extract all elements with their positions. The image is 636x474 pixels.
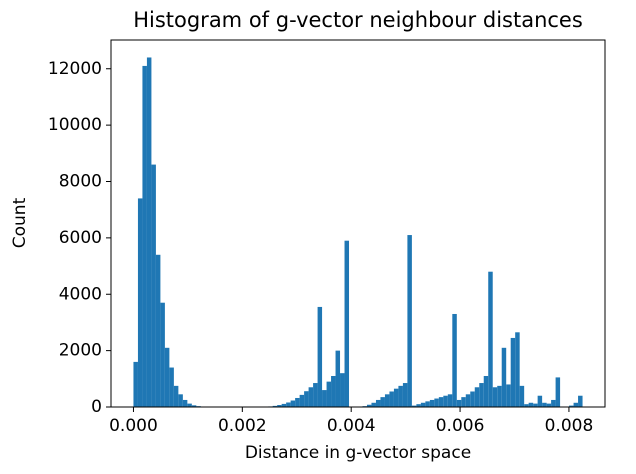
bar	[488, 271, 493, 407]
bar	[524, 404, 529, 407]
x-tick-label: 0.002	[218, 416, 267, 436]
x-tick-label: 0.004	[327, 416, 376, 436]
y-tick-label: 6000	[59, 228, 102, 248]
bar	[133, 361, 138, 407]
bar	[187, 403, 192, 407]
bar	[313, 383, 318, 407]
bar	[160, 302, 165, 407]
bar	[178, 394, 183, 407]
bar	[506, 384, 511, 407]
bar	[407, 235, 412, 407]
x-tick-label: 0.006	[436, 416, 485, 436]
x-tick-label: 0.000	[109, 416, 158, 436]
bar	[384, 394, 390, 407]
bar	[546, 403, 552, 407]
y-axis-label: Count	[10, 197, 30, 248]
bar	[340, 373, 345, 407]
bar	[420, 402, 426, 407]
bar	[317, 306, 323, 407]
bar	[299, 394, 305, 407]
bar	[555, 377, 561, 407]
bar	[393, 388, 399, 407]
bar	[286, 402, 291, 407]
bar	[542, 402, 547, 407]
bar	[389, 391, 394, 407]
bar	[169, 367, 174, 407]
y-tick-label: 8000	[59, 172, 102, 192]
bar	[308, 387, 314, 407]
bar	[277, 405, 282, 407]
bar	[434, 398, 439, 407]
bar	[497, 385, 502, 407]
bar	[573, 402, 579, 407]
bar	[537, 395, 543, 407]
bar	[398, 385, 403, 407]
bar	[452, 313, 457, 407]
bar	[304, 391, 309, 407]
chart-title: Histogram of g-vector neighbour distance…	[133, 8, 583, 32]
bar	[528, 402, 534, 407]
bar	[375, 399, 381, 407]
bar	[416, 404, 421, 407]
bar	[447, 394, 453, 407]
bar	[164, 347, 170, 407]
bar	[290, 400, 296, 407]
bar	[402, 383, 408, 407]
y-tick-label: 0	[91, 397, 102, 417]
bar	[322, 390, 327, 407]
y-tick-label: 12000	[48, 59, 102, 79]
bar	[429, 399, 435, 407]
bar	[465, 394, 471, 407]
bar	[344, 240, 350, 407]
bar	[155, 254, 161, 407]
bar	[483, 375, 489, 407]
bar	[173, 385, 179, 407]
bar	[492, 387, 498, 407]
bar	[191, 405, 197, 407]
x-tick-label: 0.008	[545, 416, 594, 436]
bar	[474, 387, 480, 407]
bar	[146, 57, 152, 407]
bar	[569, 405, 574, 407]
bar	[501, 347, 507, 407]
bar	[371, 402, 376, 407]
bar	[326, 381, 332, 407]
bar	[142, 65, 147, 408]
bar	[461, 397, 466, 407]
bar	[551, 399, 556, 407]
bar	[366, 404, 372, 407]
bar	[295, 397, 300, 407]
bar	[578, 395, 583, 407]
bar	[151, 164, 156, 407]
bar	[425, 401, 430, 407]
plot-frame	[110, 39, 606, 408]
bar	[515, 332, 520, 407]
bar	[533, 403, 538, 407]
bar	[443, 395, 448, 407]
bar	[438, 397, 444, 407]
bar	[470, 391, 475, 407]
bar	[137, 198, 143, 407]
x-axis-label: Distance in g-vector space	[245, 443, 471, 463]
bar	[519, 385, 525, 407]
bar	[272, 405, 278, 407]
bar	[182, 399, 188, 407]
y-tick-label: 4000	[59, 284, 102, 304]
y-tick-label: 10000	[48, 115, 102, 135]
bar	[411, 405, 417, 407]
bar	[456, 399, 462, 407]
bar	[510, 337, 516, 407]
bar	[281, 403, 287, 407]
bar	[331, 375, 336, 407]
bar	[479, 383, 484, 407]
bar	[380, 397, 385, 407]
bar	[335, 350, 341, 407]
y-tick-label: 2000	[59, 341, 102, 361]
